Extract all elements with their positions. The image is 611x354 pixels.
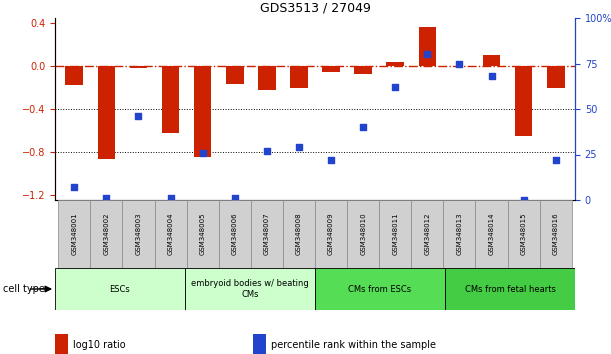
Text: GSM348005: GSM348005 — [200, 213, 206, 255]
Bar — [58, 200, 90, 268]
Bar — [347, 200, 379, 268]
Bar — [483, 56, 500, 66]
Bar — [186, 200, 219, 268]
Point — [358, 124, 368, 130]
Text: GSM348015: GSM348015 — [521, 213, 527, 255]
Text: ESCs: ESCs — [109, 285, 130, 293]
Bar — [283, 200, 315, 268]
Text: GSM348016: GSM348016 — [553, 213, 558, 255]
Bar — [411, 200, 444, 268]
Bar — [444, 200, 475, 268]
Bar — [90, 200, 122, 268]
Text: GSM348006: GSM348006 — [232, 213, 238, 255]
Bar — [55, 268, 185, 310]
Text: CMs from ESCs: CMs from ESCs — [348, 285, 412, 293]
Text: GSM348007: GSM348007 — [264, 213, 270, 255]
Bar — [155, 200, 186, 268]
Text: percentile rank within the sample: percentile rank within the sample — [271, 339, 436, 349]
Bar — [162, 66, 180, 132]
Bar — [315, 200, 347, 268]
Bar — [122, 200, 155, 268]
Bar — [547, 66, 565, 87]
Text: GSM348001: GSM348001 — [71, 213, 77, 255]
Bar — [252, 334, 266, 354]
Point — [230, 195, 240, 201]
Text: GSM348008: GSM348008 — [296, 213, 302, 255]
Bar — [65, 66, 83, 85]
Bar — [130, 66, 147, 68]
Point — [70, 184, 79, 190]
Bar — [445, 268, 575, 310]
Bar — [185, 268, 315, 310]
Text: CMs from fetal hearts: CMs from fetal hearts — [464, 285, 555, 293]
Bar — [419, 27, 436, 66]
Bar — [55, 334, 68, 354]
Point — [294, 144, 304, 150]
Point — [390, 84, 400, 90]
Bar — [98, 66, 115, 159]
Text: GSM348014: GSM348014 — [489, 213, 494, 255]
Bar — [515, 66, 532, 136]
Text: GSM348012: GSM348012 — [425, 213, 430, 255]
Point — [551, 157, 561, 163]
Text: GDS3513 / 27049: GDS3513 / 27049 — [260, 1, 370, 15]
Text: GSM348004: GSM348004 — [167, 213, 174, 255]
Bar — [379, 200, 411, 268]
Point — [455, 61, 464, 66]
Bar — [251, 200, 283, 268]
Point — [486, 73, 496, 79]
Bar — [475, 200, 508, 268]
Text: cell type: cell type — [3, 284, 45, 294]
Point — [519, 197, 529, 203]
Bar — [219, 200, 251, 268]
Bar — [315, 268, 445, 310]
Bar — [226, 66, 244, 84]
Bar — [290, 66, 308, 87]
Point — [101, 195, 111, 201]
Bar — [322, 66, 340, 72]
Text: embryoid bodies w/ beating
CMs: embryoid bodies w/ beating CMs — [191, 279, 309, 299]
Point — [262, 148, 272, 154]
Point — [326, 157, 336, 163]
Text: log10 ratio: log10 ratio — [73, 339, 126, 349]
Bar — [258, 66, 276, 90]
Bar — [386, 62, 404, 66]
Text: GSM348013: GSM348013 — [456, 213, 463, 255]
Text: GSM348002: GSM348002 — [103, 213, 109, 255]
Point — [134, 113, 144, 119]
Text: GSM348009: GSM348009 — [328, 213, 334, 255]
Bar — [354, 66, 372, 74]
Text: GSM348010: GSM348010 — [360, 213, 366, 255]
Point — [198, 150, 208, 155]
Point — [166, 195, 175, 201]
Point — [422, 52, 432, 57]
Bar — [540, 200, 572, 268]
Bar — [194, 66, 211, 157]
Bar — [508, 200, 540, 268]
Text: GSM348011: GSM348011 — [392, 213, 398, 255]
Text: GSM348003: GSM348003 — [136, 213, 142, 255]
